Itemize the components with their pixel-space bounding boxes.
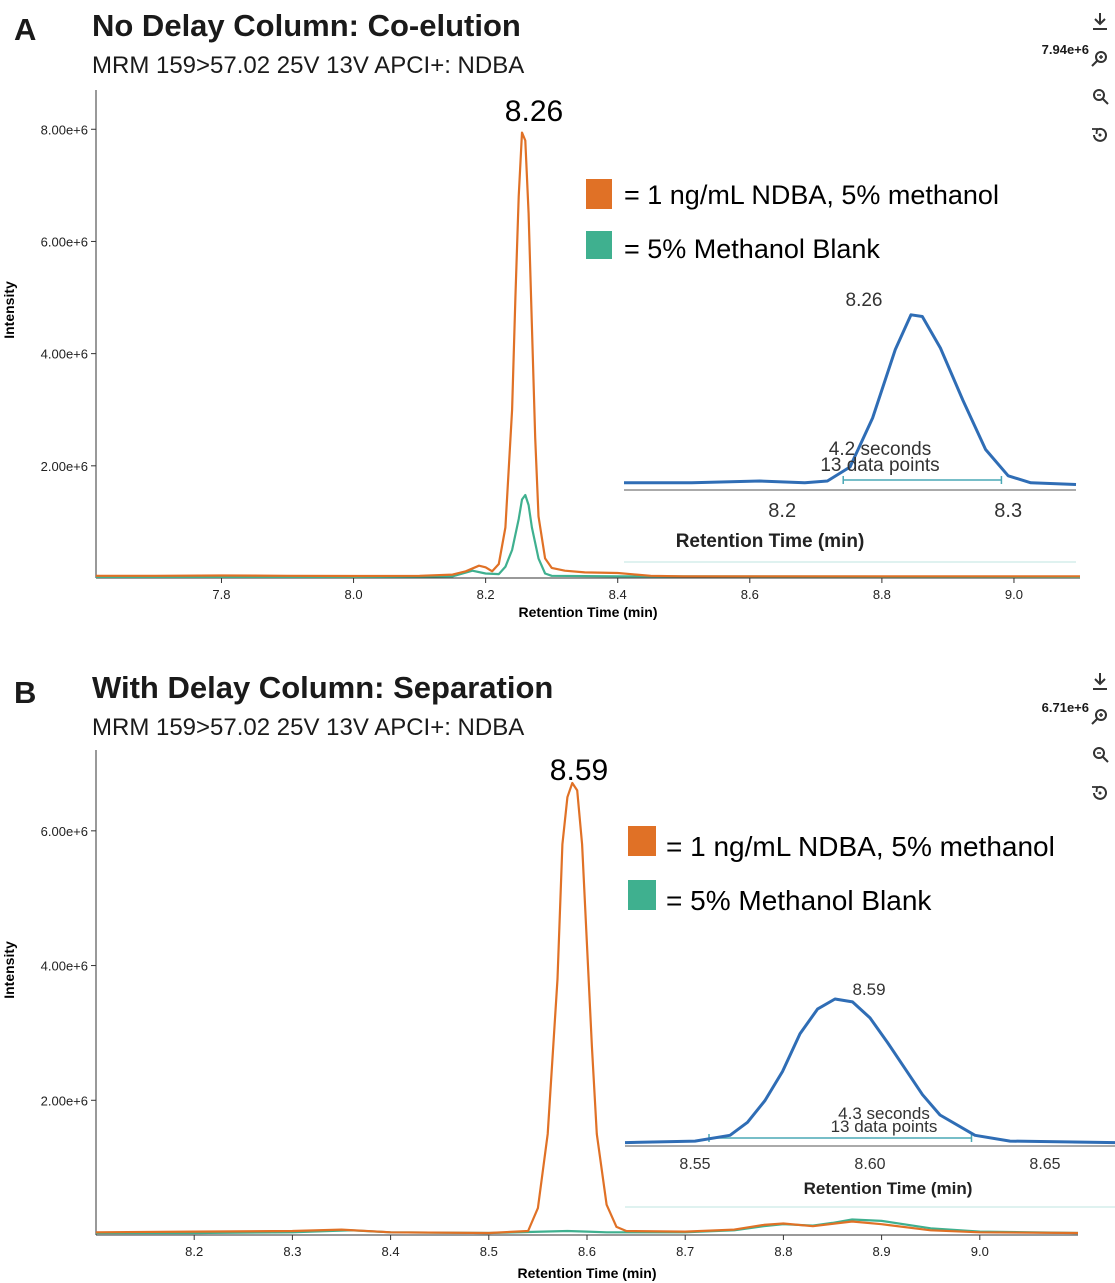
inset-points-label: 13 data points [820, 455, 939, 476]
inset-chart: 8.2 8.3 8.26 4.2 seconds 13 data points R… [624, 290, 1077, 563]
x-tick-label: 8.7 [676, 1244, 694, 1259]
series-line-blank [96, 493, 1081, 578]
x-tick-label: 8.9 [873, 1244, 891, 1259]
max-intensity-label: 7.94e+6 [1041, 42, 1089, 57]
panel-a: A No Delay Column: Co-elution MRM 159>57… [0, 0, 1115, 640]
reset-icon[interactable] [1089, 124, 1111, 146]
y-axis-label: Intensity [1, 281, 17, 339]
x-axis-label: Retention Time (min) [518, 1265, 657, 1281]
inset-x-tick-label: 8.2 [768, 500, 796, 522]
x-tick-label: 8.8 [873, 587, 891, 602]
legend-swatch-sample [586, 179, 612, 209]
legend-label-blank: = 5% Methanol Blank [666, 885, 932, 916]
x-tick-label: 7.8 [212, 587, 230, 602]
inset-x-tick-label: 8.3 [994, 500, 1022, 522]
y-tick-label: 4.00e+6 [41, 347, 88, 362]
x-tick-label: 9.0 [1005, 587, 1023, 602]
x-tick-label: 8.8 [774, 1244, 792, 1259]
y-tick-label: 8.00e+6 [41, 122, 88, 137]
inset-width-label: 4.3 seconds [838, 1104, 930, 1123]
chromatogram-a: Intensity 2.00e+6 4.00e+6 6.00e+6 8.00e+6 7… [1, 90, 1081, 620]
series-line-sample [95, 781, 1079, 1235]
legend-swatch-blank [628, 880, 656, 910]
x-tick-label: 9.0 [971, 1244, 989, 1259]
panel-b: B With Delay Column: Separation MRM 159>… [0, 660, 1115, 1283]
chart-toolbar: 7.94e+6 [1021, 10, 1111, 150]
legend: = 1 ng/mL NDBA, 5% methanol = 5% Methano… [628, 826, 1055, 916]
chart-subtitle: MRM 159>57.02 25V 13V APCI+: NDBA [92, 52, 525, 79]
y-tick-label: 6.00e+6 [41, 234, 88, 249]
chart-subtitle: MRM 159>57.02 25V 13V APCI+: NDBA [92, 714, 525, 741]
legend-label-sample: = 1 ng/mL NDBA, 5% methanol [624, 180, 999, 210]
x-tick-label: 8.5 [480, 1244, 498, 1259]
inset-chart: 8.55 8.60 8.65 8.59 4.3 seconds 13 data po… [624, 975, 1115, 1208]
inset-background [624, 290, 1076, 562]
legend: = 1 ng/mL NDBA, 5% methanol = 5% Methano… [586, 179, 999, 264]
chart-title: No Delay Column: Co-elution [92, 8, 521, 43]
inset-series-line [624, 313, 1077, 486]
chromatogram-b: Intensity 2.00e+6 4.00e+6 6.00e+6 8.2 8.3 8.… [1, 750, 1115, 1281]
inset-points-label: 13 data points [831, 1117, 938, 1136]
x-tick-label: 8.2 [477, 587, 495, 602]
y-tick-label: 2.00e+6 [41, 1093, 88, 1108]
inset-series-line [624, 997, 1115, 1145]
y-tick-label: 4.00e+6 [41, 959, 88, 974]
legend-swatch-sample [628, 826, 656, 856]
inset-x-tick-label: 8.65 [1029, 1156, 1060, 1173]
y-tick-label: 6.00e+6 [41, 824, 88, 839]
inset-background [625, 975, 1115, 1207]
peak-label: 8.59 [550, 754, 608, 787]
x-tick-label: 8.3 [283, 1244, 301, 1259]
inset-x-tick-label: 8.55 [679, 1156, 710, 1173]
inset-x-axis-label: Retention Time (min) [676, 531, 865, 552]
panel-letter: A [14, 12, 37, 47]
legend-label-blank: = 5% Methanol Blank [624, 234, 880, 264]
inset-x-axis-label: Retention Time (min) [804, 1179, 973, 1198]
download-icon[interactable] [1089, 670, 1111, 692]
zoom-out-icon[interactable] [1089, 86, 1111, 108]
y-tick-label: 2.00e+6 [41, 459, 88, 474]
inset-peak-label: 8.26 [846, 290, 883, 311]
inset-x-tick-label: 8.60 [854, 1156, 885, 1173]
x-axis-label: Retention Time (min) [519, 604, 658, 620]
max-intensity-label: 6.71e+6 [1041, 700, 1089, 715]
x-tick-label: 8.4 [609, 587, 627, 602]
y-axis-label: Intensity [1, 941, 17, 999]
legend-swatch-blank [586, 231, 612, 259]
x-tick-label: 8.2 [185, 1244, 203, 1259]
chart-toolbar: 6.71e+6 [1021, 670, 1111, 810]
x-tick-label: 8.4 [382, 1244, 400, 1259]
x-tick-label: 8.0 [345, 587, 363, 602]
download-icon[interactable] [1089, 10, 1111, 32]
reset-icon[interactable] [1089, 782, 1111, 804]
inset-peak-label: 8.59 [852, 980, 885, 999]
zoom-in-icon[interactable] [1089, 48, 1111, 70]
series-line-sample [96, 131, 1080, 578]
zoom-in-icon[interactable] [1089, 706, 1111, 728]
peak-label: 8.26 [505, 95, 563, 128]
zoom-out-icon[interactable] [1089, 744, 1111, 766]
inset-width-label: 4.2 seconds [829, 439, 931, 460]
x-tick-label: 8.6 [578, 1244, 596, 1259]
x-tick-label: 8.6 [741, 587, 759, 602]
legend-label-sample: = 1 ng/mL NDBA, 5% methanol [666, 831, 1055, 862]
chart-title: With Delay Column: Separation [92, 670, 554, 705]
panel-letter: B [14, 675, 37, 710]
